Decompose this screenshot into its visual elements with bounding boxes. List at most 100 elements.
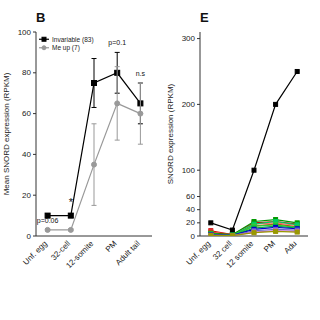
series-line [211, 227, 297, 235]
point [230, 233, 234, 236]
error-cap [92, 107, 97, 108]
point [230, 233, 234, 236]
legend-label: Me up (7) [52, 44, 80, 52]
error-cap [115, 140, 120, 141]
x-tick-label: PM [262, 239, 277, 254]
error-cap [138, 144, 143, 145]
y-tick [197, 104, 200, 105]
y-tick-label: 20 [186, 218, 195, 227]
y-tick [33, 195, 36, 196]
x-tick-label: Unf. egg [21, 239, 49, 267]
point [230, 233, 234, 236]
y-axis-line [36, 32, 37, 236]
point [230, 233, 234, 236]
title: E [200, 10, 209, 25]
y-tick-label: 80 [22, 68, 31, 77]
point [274, 102, 278, 106]
point [295, 229, 299, 233]
point [230, 234, 234, 236]
legend-label: Invariable (83) [52, 36, 94, 44]
y-tick [197, 38, 200, 39]
series-line [211, 226, 297, 235]
error-bar [68, 214, 73, 218]
point [295, 69, 299, 73]
y-tick-label: 200 [182, 100, 196, 109]
error-bar [115, 67, 120, 140]
panel: 0204060100200300Unf. egg32 cell12 somite… [166, 10, 308, 270]
legend: Invariable (83)Me up (7) [39, 36, 94, 53]
series-line [211, 222, 297, 235]
point [230, 233, 234, 236]
legend-marker [42, 46, 46, 50]
series-line [211, 231, 297, 236]
error-cap [92, 205, 97, 206]
series-line [211, 220, 297, 235]
x-tick-label: 12 somite [225, 239, 256, 270]
series-line [211, 223, 297, 235]
plot-marks [45, 52, 143, 232]
point [115, 101, 120, 106]
y-tick-label: 0 [27, 232, 32, 241]
point [209, 233, 213, 236]
error-cap [138, 83, 143, 84]
y-axis-line [200, 32, 201, 236]
y-tick-label: 20 [22, 191, 31, 200]
point [295, 230, 299, 234]
point [252, 230, 256, 234]
point [274, 229, 278, 233]
chart-root: 020406080100Unf. egg32-cell12-somitePMAd… [0, 0, 320, 320]
error-cap [115, 66, 120, 67]
legend-marker [42, 37, 46, 41]
panel: 020406080100Unf. egg32-cell12-somitePMAd… [2, 10, 152, 270]
error-cap [138, 83, 143, 84]
title: B [36, 10, 45, 25]
y-tick [197, 209, 200, 210]
x-axis-line [36, 236, 152, 237]
series-line [48, 103, 141, 229]
point [230, 234, 234, 236]
point [209, 233, 213, 236]
x-tick-label: PM [104, 239, 119, 254]
error-bar [92, 59, 97, 108]
point [209, 233, 213, 236]
point [230, 233, 234, 236]
error-cap [92, 123, 97, 124]
annotation: p=0.1 [108, 39, 126, 47]
y-axis-label: SNORD expression (RPKM) [166, 83, 175, 184]
point [45, 227, 50, 232]
error-bar [92, 124, 97, 206]
point [230, 233, 234, 236]
point [252, 168, 256, 172]
y-tick [33, 72, 36, 73]
plot-marks [209, 69, 299, 236]
point [209, 221, 213, 225]
series-line [211, 71, 297, 230]
series-line [211, 229, 297, 235]
y-tick [33, 113, 36, 114]
y-tick-label: 40 [186, 205, 195, 214]
point [252, 231, 256, 235]
y-tick-label: 100 [182, 166, 196, 175]
y-tick-label: 60 [186, 192, 195, 201]
annotation: p=0.06 [37, 217, 59, 225]
y-tick-label: 300 [182, 34, 196, 43]
y-tick [33, 154, 36, 155]
series-line [211, 224, 297, 235]
point [209, 233, 213, 236]
annotation: n.s [136, 70, 146, 77]
series-line [211, 231, 297, 235]
y-tick [197, 222, 200, 223]
y-tick-label: 100 [18, 28, 32, 37]
error-bar [138, 83, 143, 144]
y-tick [33, 32, 36, 33]
point [230, 234, 234, 236]
y-axis-label: Mean SNORD expression (RPKM) [2, 72, 11, 195]
error-cap [115, 52, 120, 53]
y-tick [33, 236, 36, 237]
point [68, 227, 73, 232]
y-tick [197, 236, 200, 237]
x-tick-label: Adult tail [114, 239, 142, 267]
x-tick-label: Unf. egg [184, 239, 212, 267]
series-line [211, 225, 297, 236]
point [209, 233, 213, 236]
